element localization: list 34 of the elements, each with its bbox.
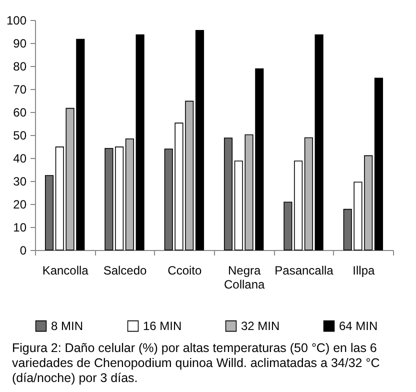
x-tick-label: Ccoito (168, 264, 202, 278)
legend-label: 16 MIN (143, 319, 182, 334)
legend-label: 8 MIN (51, 319, 84, 334)
bar (115, 146, 124, 250)
bar (304, 137, 313, 250)
bar (104, 148, 114, 250)
bar (195, 30, 204, 250)
x-tick-label: Illpa (352, 264, 375, 278)
bar (314, 34, 324, 250)
y-tick-label: 100 (6, 14, 27, 28)
legend-label: 32 MIN (241, 319, 280, 334)
bar (136, 34, 144, 250)
y-tick-label: 90 (13, 36, 27, 50)
y-tick-label: 30 (13, 174, 27, 188)
y-tick-label: 70 (13, 82, 27, 96)
y-tick-label: 20 (13, 198, 27, 212)
bar (294, 160, 303, 250)
y-tick-label: 60 (13, 106, 27, 120)
bar (374, 78, 384, 250)
y-tick-label: 0 (20, 244, 27, 258)
x-tick-label: Pasancalla (274, 264, 334, 278)
y-tick-label: 40 (13, 152, 27, 166)
x-tick-label: Kancolla (42, 264, 89, 278)
bar (224, 138, 233, 250)
text: Figura 2: Daño celular (%) por altas temperaturas (50 °C) en las 6 variedades de Chenopodium quinoa Willd. aclimatadas a 34/32 °C (día/noche) por 3 días. (12, 341, 381, 386)
y-tick-label: 80 (13, 60, 27, 74)
y-tick-label: 10 (13, 220, 27, 234)
bar (125, 138, 134, 250)
bar (284, 202, 292, 250)
y-tick-label: 50 (13, 128, 27, 142)
bar (44, 175, 54, 250)
x-tick-label: Salcedo (103, 264, 148, 278)
legend-label: 64 MIN (339, 319, 378, 334)
x-tick-label: Negra Collana (224, 264, 265, 292)
